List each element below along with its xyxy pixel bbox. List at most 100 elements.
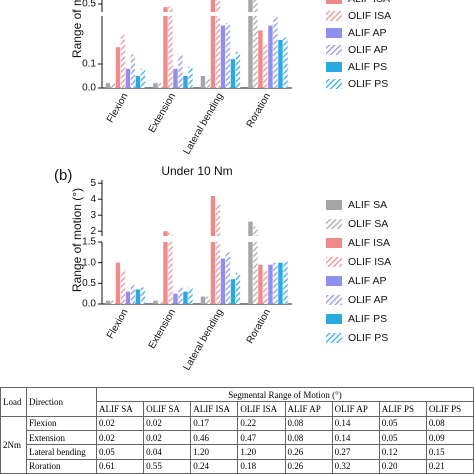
table-row: Extension 0.02 0.02 0.46 0.47 0.08 0.14 0.05 0.0… (1, 429, 474, 446)
legend-swatch (326, 28, 342, 38)
bar (215, 16, 221, 88)
legend-swatch (326, 314, 342, 324)
y-axis-label: Range of motion (°) (70, 188, 84, 292)
bar (215, 242, 221, 304)
bar (135, 289, 141, 304)
table-cell: Direction (26, 387, 97, 417)
panel-label: (b) (54, 167, 72, 184)
legend-swatch (326, 276, 342, 286)
x-tick-label: Roration (245, 307, 273, 345)
x-tick-label: Lateral bending (182, 307, 226, 372)
legend-label: OLIF PS (348, 332, 388, 344)
legend-label: ALIF AP (348, 27, 387, 39)
table-cell: 0.46 (190, 429, 239, 446)
bar (258, 30, 263, 88)
table-cell: 0.02 (95, 429, 145, 446)
bar (135, 76, 141, 88)
bar (210, 196, 216, 236)
y-tick-label: 5 (90, 178, 96, 189)
y-axis-label: Range of motion (°) (70, 0, 84, 58)
bar (225, 23, 231, 89)
table-cell: 0.09 (425, 429, 474, 446)
table-cell: 2Nm (0, 415, 27, 474)
bar (253, 0, 258, 12)
table-cell: 0.02 (95, 415, 145, 431)
bar (235, 52, 241, 88)
bar (188, 66, 193, 88)
bar (283, 260, 288, 304)
table-cell: 0.08 (425, 415, 474, 431)
table-cell: OLIF SA (143, 401, 192, 417)
legend-label: OLIF ISA (348, 256, 391, 268)
table-cell: 0.22 (237, 415, 286, 431)
y-tick-label: 0.0 (82, 83, 96, 94)
table-cell: ALIF PS (378, 401, 427, 417)
table-cell: OLIF ISA (237, 401, 286, 417)
legend-swatch (326, 45, 342, 55)
bar (253, 16, 258, 88)
table-cell: 1.20 (237, 444, 286, 460)
legend-label: ALIF ISA (348, 237, 390, 249)
bar (235, 273, 241, 304)
table-cell: 0.04 (143, 444, 192, 460)
table-cell: 0.20 (378, 458, 427, 474)
legend-label: OLIF ISA (348, 10, 391, 22)
bar (268, 25, 273, 89)
bar (173, 293, 178, 304)
y-tick-label: 0.1 (82, 59, 96, 70)
x-tick-label: Flexion (105, 307, 131, 340)
table-row: Load Direction Segmental Range of Motion (… (0, 386, 474, 417)
table-cell: Extension (26, 429, 97, 446)
bar (210, 242, 216, 304)
bar (178, 287, 183, 304)
legend-label: OLIF AP (348, 44, 388, 56)
x-tick-label: Flexion (105, 91, 131, 124)
bar (105, 300, 111, 304)
bar (168, 6, 173, 12)
bar (110, 83, 116, 88)
bar (215, 0, 221, 12)
bar (210, 0, 216, 12)
bar (153, 300, 158, 304)
bar (163, 231, 168, 236)
bar (183, 76, 188, 88)
bar (125, 291, 131, 304)
table-cell: 1.20 (190, 444, 239, 460)
chart-title: Under 10 Nm (161, 164, 232, 178)
bar (200, 76, 206, 88)
bar (278, 262, 283, 304)
legend-swatch (326, 79, 342, 89)
legend-label: OLIF SA (348, 218, 388, 230)
bar (168, 16, 173, 88)
table-cell: OLIF AP (331, 401, 380, 417)
bar (225, 252, 231, 304)
table-cell: ALIF ISA (190, 401, 239, 417)
table-row: Roration 0.61 0.55 0.24 0.18 0.26 0.32 0.20 0.21 (1, 458, 474, 474)
legend-swatch (326, 200, 342, 210)
bar (210, 16, 216, 88)
y-tick-label: 0.0 (82, 299, 96, 310)
table-cell: 0.21 (425, 458, 474, 474)
table-cell: 0.55 (143, 458, 192, 474)
table-cell: Load (0, 387, 27, 417)
bar (248, 242, 253, 304)
bar (248, 16, 253, 88)
bar (168, 232, 173, 236)
bar (220, 25, 226, 89)
table-cell: Lateral bending (26, 444, 97, 460)
bar (115, 47, 121, 88)
y-tick-label: 4 (90, 194, 96, 205)
bar (153, 83, 158, 88)
table-cell: Segmental Range of Motion (°) (96, 386, 474, 403)
legend-label: OLIF AP (348, 294, 388, 306)
bar (120, 270, 126, 304)
table-cell: 0.61 (95, 458, 145, 474)
table-cell: 0.15 (425, 444, 474, 460)
y-tick-label: 0.5 (82, 278, 96, 289)
table-cell: 0.26 (284, 458, 333, 474)
table-row: Lateral bending 0.05 0.04 1.20 1.20 0.26 0.27 0… (1, 444, 474, 460)
legend-label: ALIF AP (348, 275, 387, 287)
x-tick-label: Lateral bending (182, 91, 226, 156)
